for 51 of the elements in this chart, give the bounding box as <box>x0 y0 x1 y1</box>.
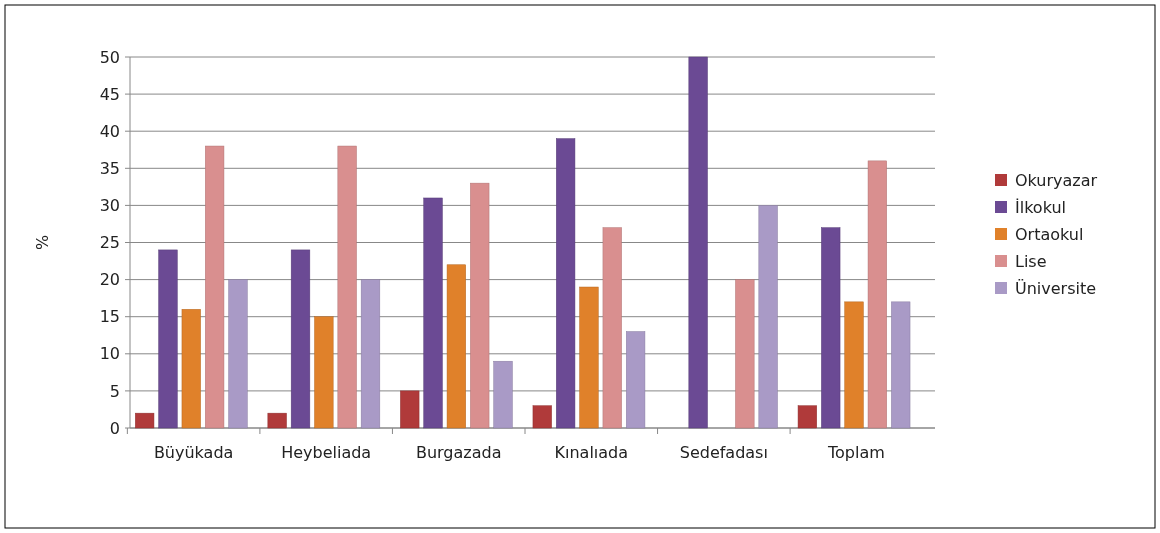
y-tick-label: 35 <box>99 158 120 178</box>
bar <box>135 412 155 429</box>
bar <box>267 412 287 429</box>
bar <box>867 160 887 429</box>
bar <box>688 56 708 429</box>
bar <box>556 138 576 429</box>
bar <box>228 279 248 429</box>
legend-label: Okuryazar <box>1015 170 1098 190</box>
bar <box>579 286 599 429</box>
legend-label: Üniversite <box>1015 278 1097 298</box>
y-tick-label: 5 <box>109 381 120 401</box>
bar <box>360 279 381 429</box>
y-tick-label: 15 <box>99 307 120 327</box>
bar <box>797 405 817 429</box>
bar <box>290 249 311 429</box>
bar <box>205 145 225 429</box>
y-tick-label: 0 <box>109 418 120 438</box>
bar <box>532 405 552 429</box>
y-tick-label: 30 <box>99 196 120 215</box>
x-tick-label: Heybeliada <box>281 443 372 462</box>
x-tick-label: Toplam <box>826 443 885 462</box>
x-tick-label: Sedefadası <box>679 443 768 462</box>
bar <box>181 309 201 429</box>
legend-label: Ortaokul <box>1015 224 1084 244</box>
bar <box>844 301 864 429</box>
bar <box>314 316 334 429</box>
x-tick-label: Kınalıada <box>554 443 629 462</box>
y-tick-label: 45 <box>99 84 120 104</box>
bar <box>400 390 420 429</box>
bar <box>470 182 490 429</box>
y-axis-title: % <box>33 234 52 251</box>
y-tick-label: 20 <box>99 270 120 290</box>
y-tick-label: 10 <box>99 344 120 364</box>
x-tick-label: Büyükada <box>153 443 234 462</box>
bar <box>493 360 513 429</box>
bar <box>446 264 466 429</box>
bar <box>158 249 178 429</box>
bar <box>423 197 443 429</box>
y-tick-label: 50 <box>99 47 120 67</box>
bar <box>626 331 646 429</box>
bar <box>891 301 911 429</box>
bar <box>758 205 778 429</box>
bar <box>602 227 622 429</box>
y-tick-label: 25 <box>99 233 120 253</box>
y-tick-label: 40 <box>99 121 120 141</box>
bar <box>735 279 755 429</box>
legend-label: İlkokul <box>1015 197 1067 217</box>
x-tick-label: Burgazada <box>415 443 502 462</box>
bar <box>337 145 357 429</box>
legend-label: Lise <box>1015 251 1047 271</box>
bar <box>821 227 841 429</box>
